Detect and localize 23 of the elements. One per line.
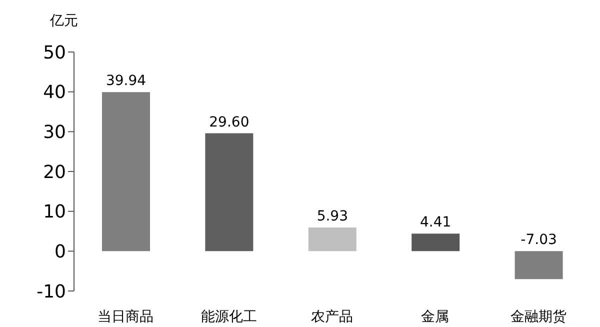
y-tick-label: -10: [36, 281, 66, 302]
data-label: 5.93: [316, 208, 348, 225]
bar: [102, 92, 150, 252]
y-tick-label: 0: [54, 242, 66, 263]
x-tick-label: 金融期货: [510, 308, 566, 325]
x-tick-label: 当日商品: [98, 308, 154, 325]
bar: [514, 251, 563, 280]
bar: [308, 228, 356, 252]
data-label: 4.41: [420, 214, 452, 231]
y-axis-title: 亿元: [50, 12, 78, 30]
y-tick-label: 10: [43, 202, 66, 223]
data-label: -7.03: [520, 232, 557, 248]
bar: [205, 133, 254, 252]
y-tick-label: 20: [43, 162, 66, 183]
data-label: 29.60: [209, 114, 250, 130]
x-tick-label: 金属: [421, 308, 450, 325]
data-label: 39.94: [106, 73, 146, 90]
x-tick-label: 能源化工: [200, 308, 257, 325]
x-tick-label: 农产品: [311, 308, 353, 325]
y-tick-label: 30: [43, 122, 66, 144]
y-tick-label: 50: [43, 42, 66, 64]
bar: [412, 234, 460, 252]
y-tick-label: 40: [43, 82, 66, 104]
